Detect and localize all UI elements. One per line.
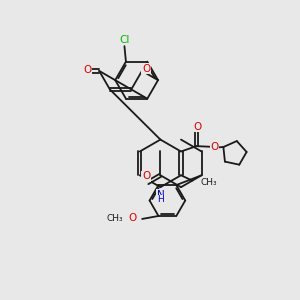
- Text: CH₃: CH₃: [106, 214, 123, 223]
- Text: O: O: [83, 65, 92, 75]
- Text: H: H: [157, 195, 164, 204]
- Text: Cl: Cl: [119, 34, 130, 45]
- Text: O: O: [128, 213, 137, 223]
- Text: O: O: [211, 142, 219, 152]
- Text: O: O: [194, 122, 202, 131]
- Text: O: O: [142, 64, 150, 74]
- Text: O: O: [142, 171, 150, 181]
- Text: CH₃: CH₃: [201, 178, 217, 187]
- Text: N: N: [157, 190, 164, 200]
